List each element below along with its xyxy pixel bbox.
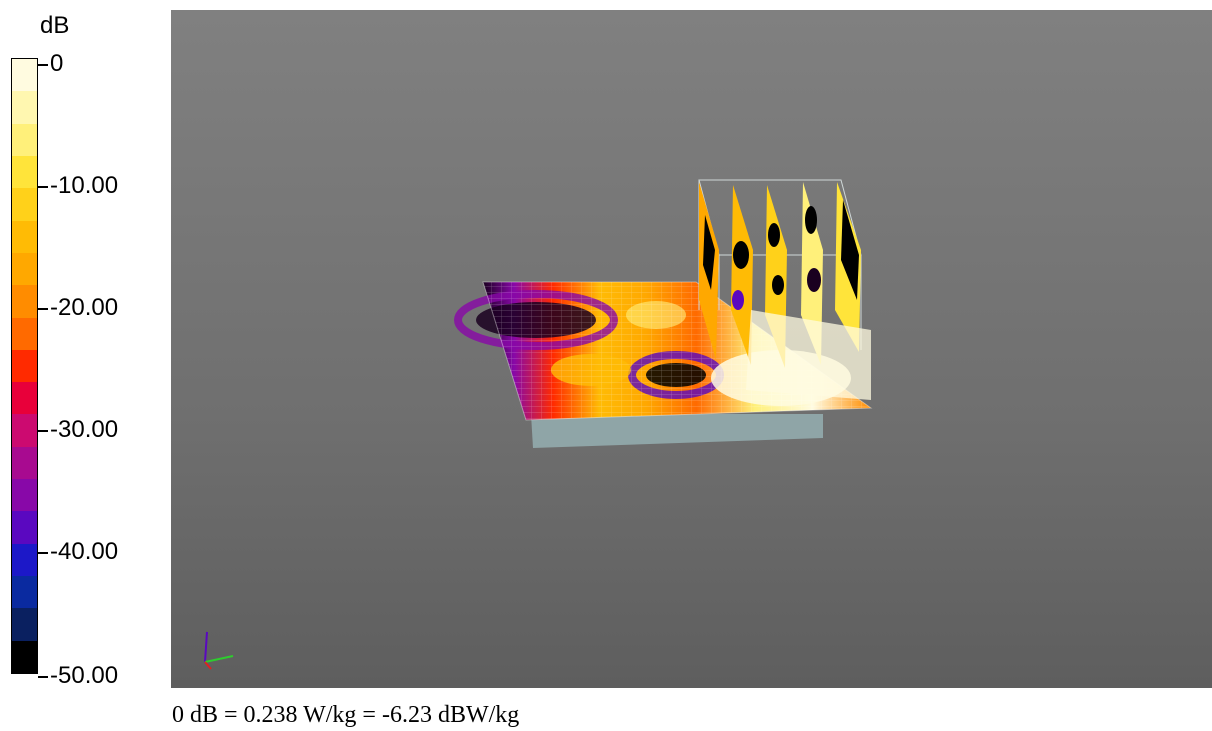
colorbar-band [12,188,37,221]
colorbar-band [12,349,37,383]
3d-viewport[interactable] [171,10,1212,688]
sar-reference-caption: 0 dB = 0.238 W/kg = -6.23 dBW/kg [172,702,520,728]
colorbar-tick-4: -40.00 [38,540,118,564]
colorbar-band [12,252,37,286]
tick-label: -30.00 [50,416,119,443]
colorbar-tick-0: 0 [38,52,63,76]
phantom-base [531,414,823,448]
tick-mark [38,675,48,678]
tick-label: -20.00 [50,294,119,321]
colorbar-band [12,155,37,189]
colorbar-band [12,446,37,480]
colorbar-band [12,543,37,576]
tick-label: -10.00 [50,172,119,199]
colorbar-band [12,608,37,641]
colorbar-band [12,220,37,253]
colorbar-band [12,91,37,124]
tick-label: -50.00 [50,662,119,689]
colorbar-band [12,479,37,512]
colorbar-band [12,317,37,350]
sar-3d-scene [204,179,873,670]
colorbar-band [12,640,37,673]
colorbar-band [12,123,37,156]
tick-mark [38,551,48,554]
colorbar-unit-label: dB [40,12,70,39]
colorbar-tick-5: -50.00 [38,664,118,688]
colorbar-band [12,511,37,544]
colorbar-band [12,285,37,318]
zoom-scan-slices [699,182,871,400]
tick-mark [38,63,48,66]
colorbar-band [12,382,37,415]
tick-label: 0 [50,50,64,77]
colorbar-tick-2: -20.00 [38,296,118,320]
tick-label: -40.00 [50,538,119,565]
xyz-axes-icon [204,631,234,670]
colorbar-band [12,414,37,447]
tick-mark [38,429,48,432]
colorbar [11,58,38,674]
colorbar-band [12,59,37,92]
colorbar-tick-3: -30.00 [38,418,118,442]
colorbar-tick-1: -10.00 [38,174,118,198]
colorbar-band [12,576,37,609]
tick-mark [38,307,48,310]
tick-mark [38,185,48,188]
